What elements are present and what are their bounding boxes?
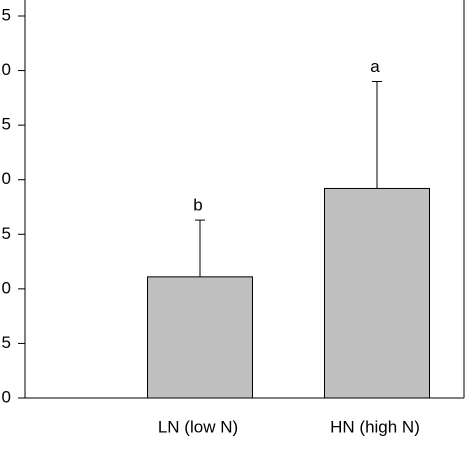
y-tick-label: 0 [2,278,11,297]
x-tick-label: LN (low N) [158,417,238,436]
annotation: b [193,196,202,215]
y-tick-label: 0 [2,169,11,188]
y-tick-label: 5 [2,115,11,134]
y-tick-label: 5 [2,5,11,24]
y-tick-label: 0 [2,60,11,79]
y-tick-label: 5 [2,333,11,352]
y-tick-label: 5 [2,224,11,243]
bar [147,276,253,399]
y-tick-label: 0 [2,387,11,406]
annotation: a [370,57,380,76]
x-tick-label: HN (high N) [330,417,420,436]
bar [324,187,430,399]
